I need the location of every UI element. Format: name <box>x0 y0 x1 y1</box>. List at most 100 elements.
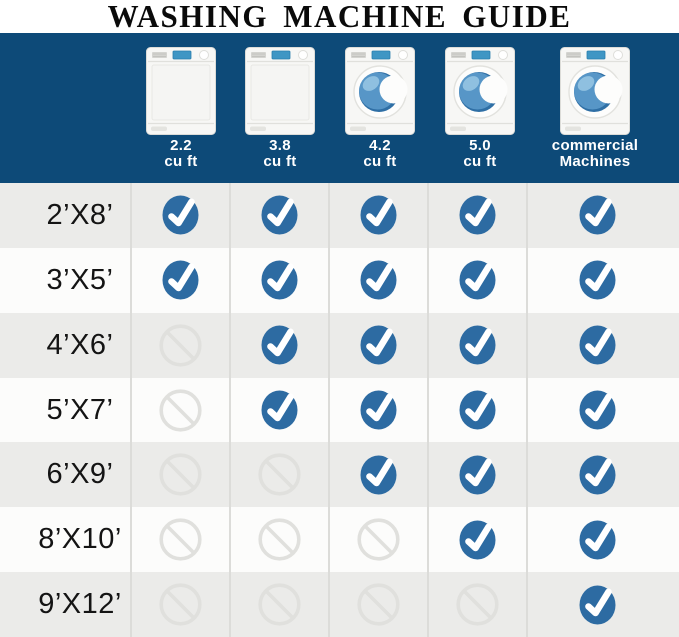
vent-grille <box>566 52 581 58</box>
check-icon <box>360 260 397 300</box>
rug-size-label: 9’X12’ <box>0 572 132 637</box>
availability-cell <box>528 442 679 507</box>
check-icon <box>579 455 616 495</box>
check-icon <box>261 195 298 235</box>
availability-cell <box>132 507 231 573</box>
rug-size-label: 8’X10’ <box>0 507 132 573</box>
availability-cell <box>429 247 528 313</box>
machine-capacity-label: 4.2 cu ft <box>315 138 445 170</box>
control-dial <box>613 50 623 60</box>
check-icon <box>261 325 298 365</box>
rug-size-label: 4’X6’ <box>0 312 132 378</box>
washing-machine-icon <box>345 47 415 135</box>
machine-label-line2: cu ft <box>463 153 497 170</box>
machine-label-line1: commercial <box>551 137 639 154</box>
availability-cell <box>330 442 429 508</box>
availability-cell <box>132 442 231 508</box>
prohibition-icon <box>159 453 202 496</box>
check-icon <box>360 325 397 365</box>
availability-cell <box>429 442 528 508</box>
prohibition-icon <box>258 453 301 496</box>
prohibition-icon <box>258 583 301 626</box>
check-icon <box>162 260 199 300</box>
availability-cell <box>231 377 330 443</box>
machine-capacity-label: commercial Machines <box>530 138 660 170</box>
check-icon <box>459 195 496 235</box>
table-row: 4’X6’ <box>0 312 679 378</box>
washing-machine-icon <box>245 47 315 135</box>
prohibition-icon <box>357 583 400 626</box>
availability-cell <box>231 572 330 637</box>
vent-grille <box>251 52 266 58</box>
availability-cell <box>231 442 330 508</box>
availability-cell <box>132 183 231 248</box>
washing-machine-icon <box>146 47 216 135</box>
rug-size-label: 2’X8’ <box>0 183 132 248</box>
check-icon <box>360 195 397 235</box>
compatibility-table: 2’X8’ 3’X5’ 4’X6’ 5’X7’ 6’X9’ <box>0 183 679 637</box>
rug-size-label: 3’X5’ <box>0 247 132 313</box>
machine-header-band: 2.2 cu ft 3.8 cu ft 4.2 cu ft <box>0 33 679 183</box>
availability-cell <box>132 312 231 378</box>
availability-cell <box>330 377 429 443</box>
availability-cell <box>429 312 528 378</box>
control-display <box>271 50 291 60</box>
availability-cell <box>528 248 679 313</box>
machine-label-line1: 2.2 <box>170 137 192 154</box>
machine-label-line2: Machines <box>559 153 631 170</box>
availability-cell <box>429 377 528 443</box>
check-icon <box>459 325 496 365</box>
check-icon <box>579 390 616 430</box>
rug-size-label: 6’X9’ <box>0 442 132 508</box>
vent-grille <box>451 52 466 58</box>
check-icon <box>579 260 616 300</box>
availability-cell <box>429 572 528 637</box>
check-icon <box>459 520 496 560</box>
check-icon <box>459 260 496 300</box>
availability-cell <box>528 507 679 572</box>
availability-cell <box>429 507 528 573</box>
availability-cell <box>330 507 429 573</box>
machine-label-line1: 4.2 <box>369 137 391 154</box>
availability-cell <box>528 313 679 378</box>
vent-grille <box>152 52 167 58</box>
availability-cell <box>429 183 528 248</box>
prohibition-icon <box>456 583 499 626</box>
machine-capacity-label: 3.8 cu ft <box>215 138 345 170</box>
machine-label-line1: 5.0 <box>469 137 491 154</box>
availability-cell <box>231 312 330 378</box>
availability-cell <box>330 247 429 313</box>
prohibition-icon <box>258 518 301 561</box>
check-icon <box>459 455 496 495</box>
control-dial <box>498 50 508 60</box>
machine-label-line2: cu ft <box>263 153 297 170</box>
page-title: WASHING MACHINE GUIDE <box>107 0 572 35</box>
control-display <box>371 50 391 60</box>
table-row: 6’X9’ <box>0 442 679 508</box>
check-icon <box>579 195 616 235</box>
control-dial <box>298 50 308 60</box>
control-display <box>471 50 491 60</box>
prohibition-icon <box>159 518 202 561</box>
rug-size-label: 5’X7’ <box>0 377 132 443</box>
check-icon <box>261 390 298 430</box>
check-icon <box>579 325 616 365</box>
availability-cell <box>528 572 679 637</box>
machine-label-line1: 3.8 <box>269 137 291 154</box>
availability-cell <box>330 183 429 248</box>
vent-grille <box>351 52 366 58</box>
availability-cell <box>330 572 429 637</box>
table-row: 9’X12’ <box>0 572 679 637</box>
washing-machine-icon <box>560 47 630 135</box>
washing-machine-icon <box>445 47 515 135</box>
check-icon <box>360 390 397 430</box>
machine-capacity-label: 2.2 cu ft <box>116 138 246 170</box>
table-row: 2’X8’ <box>0 183 679 248</box>
control-display <box>586 50 606 60</box>
availability-cell <box>132 247 231 313</box>
availability-cell <box>528 378 679 443</box>
availability-cell <box>231 507 330 573</box>
table-row: 5’X7’ <box>0 377 679 443</box>
table-row: 8’X10’ <box>0 507 679 573</box>
